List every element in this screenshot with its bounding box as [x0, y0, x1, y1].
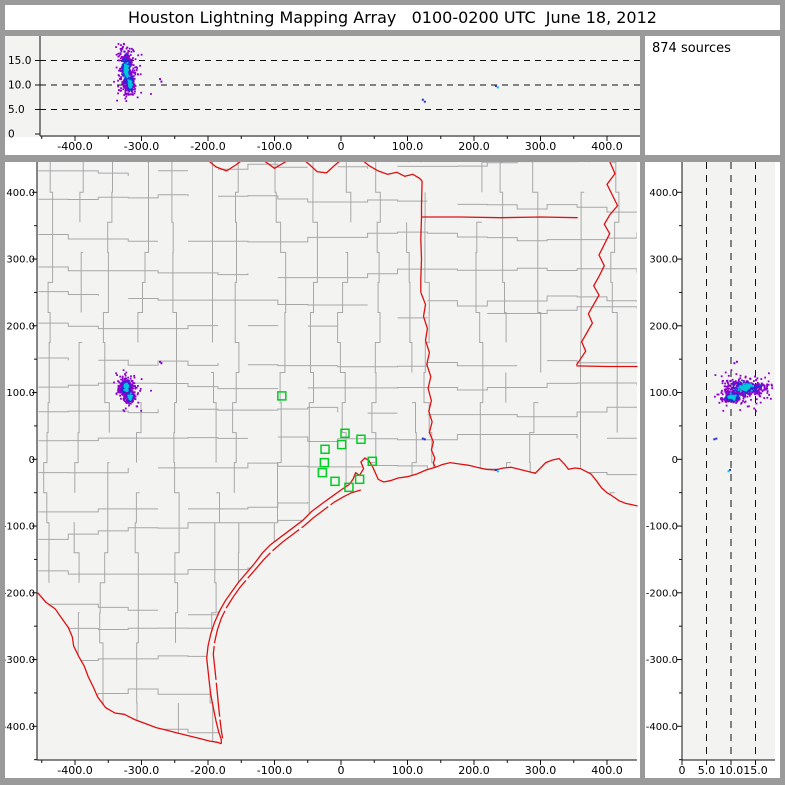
svg-text:400.0: 400.0: [591, 764, 623, 777]
svg-text:-100.0: -100.0: [5, 522, 35, 533]
svg-text:200.0: 200.0: [458, 140, 490, 153]
svg-text:100.0: 100.0: [6, 388, 35, 399]
svg-text:-400.0: -400.0: [57, 764, 92, 777]
svg-text:0: 0: [679, 764, 686, 777]
ew-altitude-panel[interactable]: -400.0 -300.0 -200.0 -100.0 0 100.0 200.0 300.0…: [5, 36, 640, 155]
svg-text:300.0: 300.0: [525, 140, 557, 153]
svg-text:-300.0: -300.0: [124, 764, 159, 777]
sources-count-label: 874 sources: [652, 41, 731, 56]
svg-text:0: 0: [8, 129, 15, 141]
svg-text:10.0: 10.0: [719, 764, 744, 777]
title-text: Houston Lightning Mapping Array 0100-020…: [128, 8, 657, 27]
sources-count-panel: 874 sources: [645, 36, 780, 155]
plan-view-map-panel[interactable]: 400.0 300.0 200.0 100.0 0 -100.0 -200.0 -300.0 -…: [5, 162, 640, 778]
altitude-ns-plot[interactable]: 400.0 300.0 200.0 100.0 0 -100.0 -200.0 -300.0 -…: [645, 162, 780, 778]
svg-text:400.0: 400.0: [591, 140, 623, 153]
altitude-ns-panel[interactable]: 400.0 300.0 200.0 100.0 0 -100.0 -200.0 -300.0 -…: [645, 162, 780, 778]
svg-text:300.0: 300.0: [6, 255, 35, 266]
svg-text:0: 0: [338, 140, 345, 153]
svg-text:300.0: 300.0: [649, 255, 678, 266]
svg-text:100.0: 100.0: [649, 388, 678, 399]
svg-text:5.0: 5.0: [698, 764, 716, 777]
svg-text:-100.0: -100.0: [257, 140, 292, 153]
svg-text:-200.0: -200.0: [646, 588, 678, 599]
svg-text:-300.0: -300.0: [5, 655, 35, 666]
svg-text:300.0: 300.0: [525, 764, 557, 777]
svg-text:200.0: 200.0: [458, 764, 490, 777]
svg-text:-200.0: -200.0: [190, 140, 225, 153]
svg-text:-400.0: -400.0: [5, 722, 35, 733]
svg-text:-400.0: -400.0: [646, 722, 678, 733]
svg-text:400.0: 400.0: [649, 188, 678, 199]
svg-text:-200.0: -200.0: [190, 764, 225, 777]
svg-text:200.0: 200.0: [649, 321, 678, 332]
svg-text:100.0: 100.0: [392, 764, 424, 777]
svg-text:200.0: 200.0: [6, 321, 35, 332]
svg-text:-200.0: -200.0: [5, 588, 35, 599]
svg-text:-300.0: -300.0: [646, 655, 678, 666]
svg-text:5.0: 5.0: [8, 104, 25, 116]
svg-text:-100.0: -100.0: [257, 764, 292, 777]
svg-text:400.0: 400.0: [6, 188, 35, 199]
plan-view-map[interactable]: 400.0 300.0 200.0 100.0 0 -100.0 -200.0 -300.0 -…: [5, 162, 640, 778]
svg-text:15.0: 15.0: [8, 55, 31, 67]
ew-altitude-plot[interactable]: -400.0 -300.0 -200.0 -100.0 0 100.0 200.0 300.0…: [5, 36, 640, 155]
svg-text:15.0: 15.0: [743, 764, 768, 777]
svg-text:-400.0: -400.0: [57, 140, 92, 153]
svg-text:0: 0: [672, 455, 678, 466]
svg-text:100.0: 100.0: [392, 140, 424, 153]
svg-text:0: 0: [338, 764, 345, 777]
svg-text:-100.0: -100.0: [646, 522, 678, 533]
svg-text:-300.0: -300.0: [124, 140, 159, 153]
svg-text:0: 0: [29, 455, 35, 466]
page-title: Houston Lightning Mapping Array 0100-020…: [5, 5, 780, 30]
svg-text:10.0: 10.0: [8, 80, 31, 92]
